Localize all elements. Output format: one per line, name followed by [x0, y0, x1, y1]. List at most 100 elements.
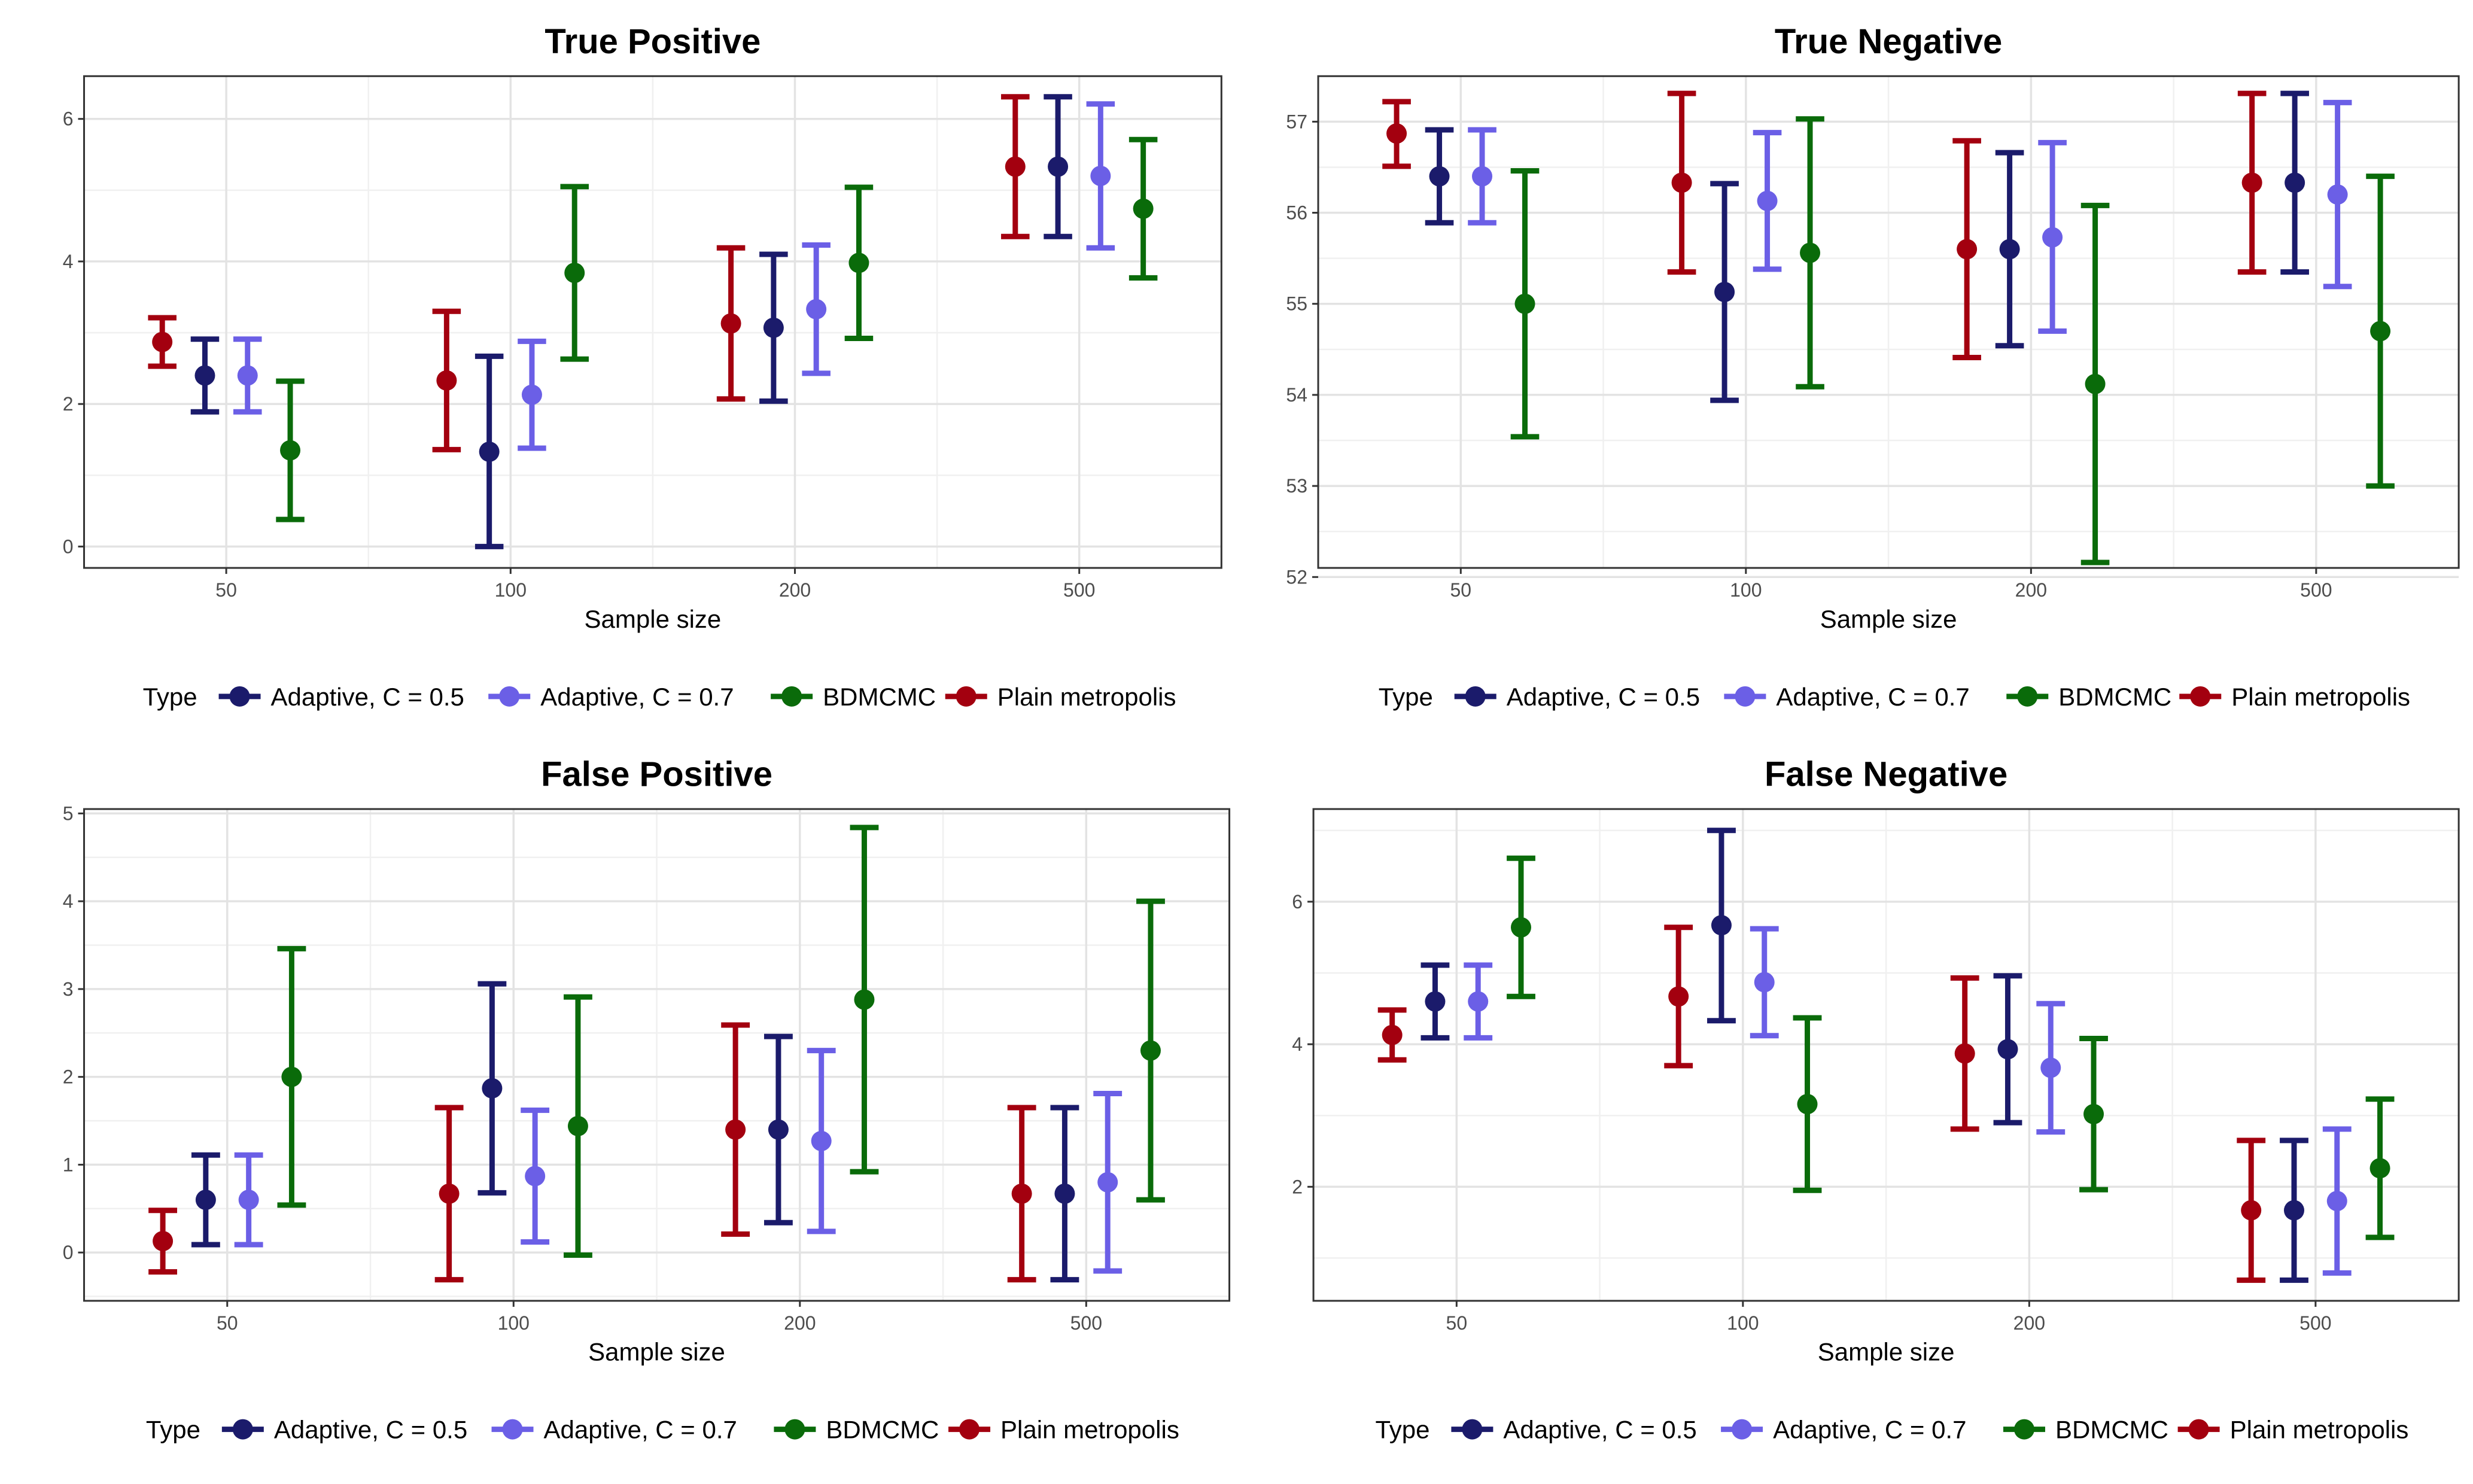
y-tick-label: 4	[1292, 1033, 1303, 1055]
legend-label: Plain metropolis	[2231, 683, 2410, 711]
x-tick-label: 100	[495, 579, 527, 601]
legend-label: Adaptive, C = 0.5	[274, 1416, 467, 1444]
data-point	[2083, 1103, 2104, 1124]
legend-title: Type	[143, 683, 197, 711]
legend-label: Adaptive, C = 0.7	[544, 1416, 737, 1444]
legend-key-point	[956, 686, 977, 707]
series-adaptive-c-0-5	[191, 981, 1079, 1283]
data-point	[2042, 227, 2063, 248]
legend-key-point	[781, 686, 802, 707]
x-tick-label: 100	[498, 1312, 530, 1334]
legend-label: Adaptive, C = 0.5	[1507, 683, 1700, 711]
series-plain-metropolis	[1377, 925, 2266, 1283]
series-plain-metropolis	[148, 1022, 1036, 1283]
data-point	[725, 1119, 746, 1140]
legend-label: BDMCMC	[2055, 1416, 2168, 1444]
data-point	[768, 1119, 789, 1140]
legend-title: Type	[146, 1416, 200, 1444]
data-point	[1054, 1183, 1075, 1204]
data-point	[2040, 1057, 2061, 1078]
series-bdmcmc	[277, 825, 1165, 1258]
data-point	[1997, 1039, 2018, 1060]
legend-label: Adaptive, C = 0.5	[271, 683, 464, 711]
legend-label: BDMCMC	[2058, 683, 2171, 711]
data-point	[2085, 373, 2106, 394]
legend-label: Plain metropolis	[997, 683, 1176, 711]
panel-border	[83, 75, 1222, 569]
x-tick-label: 200	[2015, 579, 2047, 601]
chart-title: False Negative	[1765, 755, 2007, 794]
data-point	[1954, 1043, 1975, 1064]
data-point	[280, 440, 301, 461]
legend-key-point	[784, 1419, 805, 1440]
chart-panel-4: 2 4 6 50 100 200 500 False Negative Sample size T…	[1292, 755, 2460, 1444]
y-tick-label: 57	[1286, 111, 1307, 132]
data-point	[1797, 1094, 1818, 1115]
data-point	[1514, 293, 1535, 314]
x-tick-label: 50	[1446, 1312, 1468, 1334]
legend-key-point	[2190, 686, 2211, 707]
series-adaptive-c-0-5	[1420, 828, 2308, 1283]
data-point	[811, 1130, 832, 1151]
x-tick-label: 200	[779, 579, 811, 601]
data-point	[564, 262, 585, 283]
y-tick-label: 4	[63, 251, 74, 272]
data-point	[1714, 281, 1735, 302]
legend-key-point	[959, 1419, 980, 1440]
data-point	[195, 1190, 216, 1211]
x-axis-label: Sample size	[585, 605, 722, 633]
data-point	[2327, 184, 2348, 205]
legend-label: BDMCMC	[826, 1416, 939, 1444]
series-adaptive-c-0-7	[233, 101, 1115, 451]
data-point	[854, 989, 875, 1010]
panel-border	[1317, 75, 2460, 569]
chart-panel-2: 52 53 54 55 56 57 50 100 200 500 True Negative Samp…	[1286, 22, 2460, 711]
series-adaptive-c-0-7	[1468, 99, 2352, 334]
y-tick-label: 0	[63, 1242, 74, 1263]
data-point	[1800, 242, 1821, 263]
chart-title: False Positive	[541, 755, 772, 794]
data-point	[1425, 991, 1446, 1012]
data-point	[1140, 1040, 1161, 1061]
panel-border	[1312, 808, 2460, 1302]
chart-title: True Positive	[545, 22, 761, 61]
y-tick-label: 53	[1286, 475, 1307, 497]
x-tick-label: 100	[1727, 1312, 1759, 1334]
data-point	[1668, 986, 1689, 1007]
data-point	[1468, 991, 1489, 1012]
data-point	[720, 313, 741, 334]
data-point	[1011, 1183, 1032, 1204]
series-adaptive-c-0-5	[190, 94, 1072, 549]
y-tick-label: 56	[1286, 202, 1307, 224]
data-point	[1957, 239, 1978, 260]
data-point	[763, 317, 784, 338]
data-point	[521, 384, 542, 405]
data-point	[2285, 172, 2305, 193]
legend-key-point	[1735, 686, 1756, 707]
legend: Type Adaptive, C = 0.5 Adaptive, C = 0.7 BD…	[143, 683, 1176, 711]
data-point	[848, 253, 869, 273]
data-point	[2241, 172, 2262, 193]
data-point	[1711, 915, 1732, 936]
data-point	[482, 1078, 503, 1099]
data-point	[1386, 123, 1407, 144]
series-adaptive-c-0-5	[1425, 90, 2309, 403]
legend-label: Plain metropolis	[1000, 1416, 1179, 1444]
series-plain-metropolis	[1382, 90, 2267, 361]
data-point	[1133, 198, 1154, 219]
legend-label: Adaptive, C = 0.7	[1776, 683, 1969, 711]
chart-title: True Negative	[1775, 22, 2002, 61]
data-point	[1472, 166, 1493, 187]
chart-panel-3: 0 1 2 3 4 5 50 100 200 500 False Positive Sample si…	[63, 755, 1231, 1444]
x-tick-label: 50	[217, 1312, 238, 1334]
data-point	[2370, 321, 2391, 342]
legend-key-point	[1465, 686, 1486, 707]
y-tick-label: 1	[63, 1154, 74, 1175]
y-tick-label: 6	[63, 108, 74, 130]
legend-key-point	[2188, 1419, 2209, 1440]
series-adaptive-c-0-7	[1464, 926, 2352, 1276]
legend-title: Type	[1379, 683, 1433, 711]
y-tick-label: 2	[63, 393, 74, 415]
data-point	[2369, 1158, 2390, 1179]
